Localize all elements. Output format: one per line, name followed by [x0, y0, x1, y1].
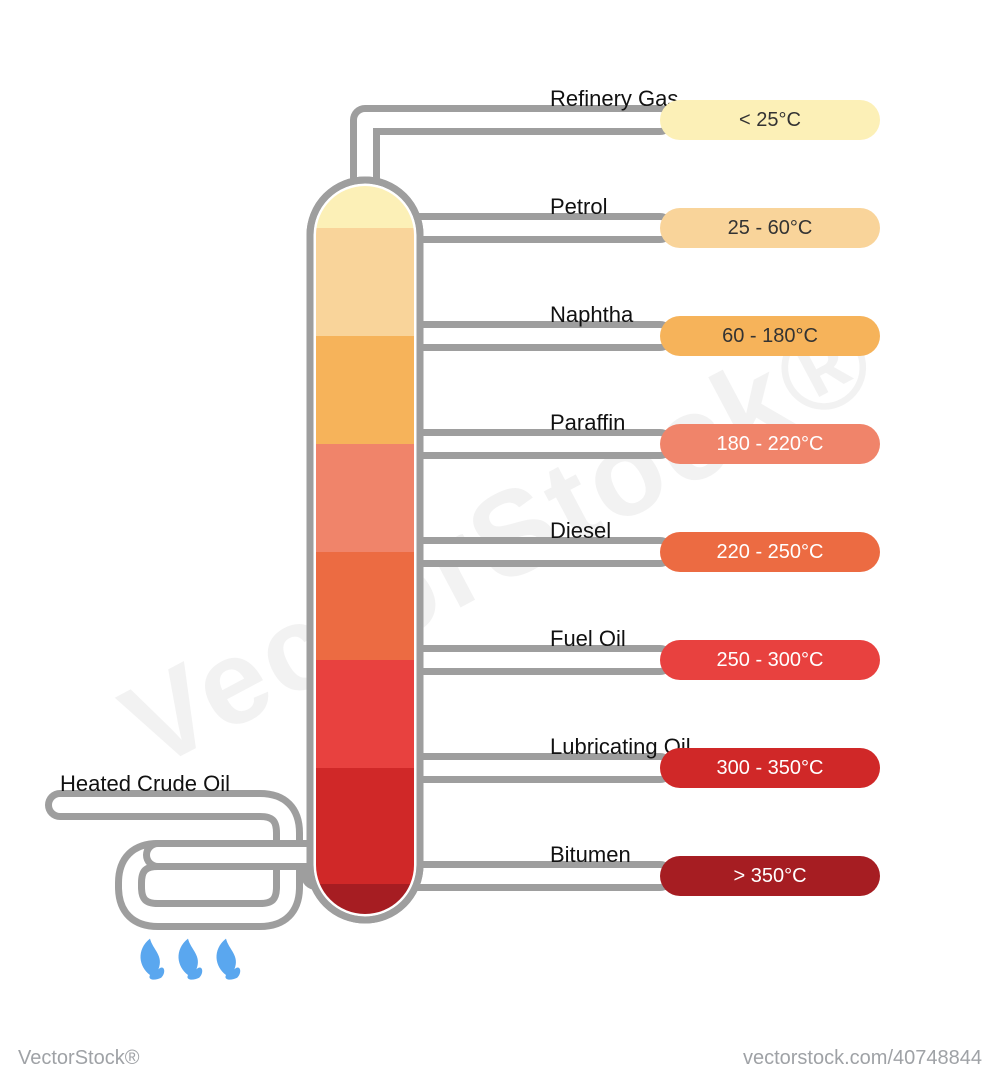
- footer-left: VectorStock®: [18, 1047, 139, 1070]
- fraction-label: Refinery Gas: [550, 86, 678, 112]
- fraction-label: Diesel: [550, 518, 611, 544]
- temperature-pill: > 350°C: [660, 856, 880, 896]
- fraction-label: Bitumen: [550, 842, 631, 868]
- temperature-pill: 300 - 350°C: [660, 748, 880, 788]
- temperature-pill: 60 - 180°C: [660, 316, 880, 356]
- temperature-pill: 220 - 250°C: [660, 532, 880, 572]
- temperature-pill: < 25°C: [660, 100, 880, 140]
- temperature-pill: 25 - 60°C: [660, 208, 880, 248]
- diagram-stage: VectorStock® Refinery Gas< 25°C Petrol 25 …: [0, 0, 1000, 1080]
- fraction-label: Paraffin: [550, 410, 625, 436]
- temperature-pill: 180 - 220°C: [660, 424, 880, 464]
- footer-right: vectorstock.com/40748844: [743, 1047, 982, 1070]
- fraction-label: Petrol: [550, 194, 607, 220]
- fraction-label: Naphtha: [550, 302, 633, 328]
- footer: VectorStock® vectorstock.com/40748844: [0, 1047, 1000, 1070]
- temperature-pill: 250 - 300°C: [660, 640, 880, 680]
- fraction-label: Fuel Oil: [550, 626, 626, 652]
- input-label: Heated Crude Oil: [60, 771, 230, 797]
